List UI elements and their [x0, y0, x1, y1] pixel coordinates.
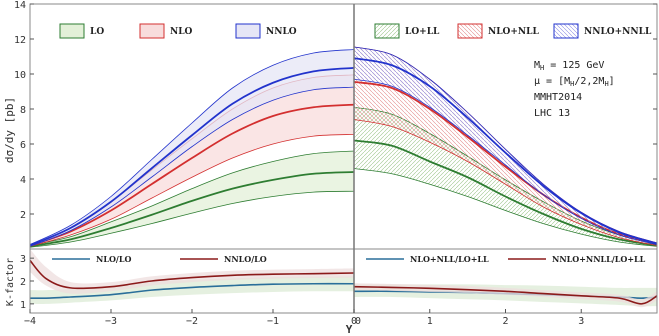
- top-left-central-line-0: [29, 171, 355, 248]
- bottom-right-bands: [353, 283, 658, 308]
- top-y-ticks: 2 4 6 8 10 12 14: [14, 0, 657, 221]
- legend-swatch: [235, 23, 261, 39]
- top-y-tick-label: 4: [20, 175, 26, 186]
- legend-label: NNLO+NNLL/LO+LL: [552, 254, 646, 264]
- x-tick-label-right: 2: [502, 316, 508, 327]
- bottom-y-tick-label: 2: [20, 277, 26, 288]
- top-y-tick-label: 14: [14, 0, 26, 11]
- top-left-central-line-1: [29, 103, 355, 247]
- top-y-tick-label: 12: [14, 35, 26, 46]
- annotation-scale: μ = [MH/2,2MH]: [534, 76, 615, 88]
- x-tick-label-left: 0: [351, 316, 357, 327]
- top-right-central-line-0: [353, 139, 658, 247]
- x-tick-label-right: 3: [578, 316, 584, 327]
- top-right-band-2: [354, 46, 657, 245]
- bottom-left-band-0: [30, 276, 354, 304]
- legend-swatch: [553, 23, 579, 39]
- x-tick-label-left: −1: [267, 316, 279, 327]
- x-tick-label-right: 0: [355, 316, 361, 327]
- top-y-tick-label: 10: [14, 70, 26, 81]
- annotations: MH = 125 GeV μ = [MH/2,2MH] MMHT2014 LHC…: [534, 60, 615, 119]
- top-left-central-line-2: [29, 66, 355, 247]
- legend-label: NNLO: [266, 27, 297, 37]
- x-tick-label-left: −3: [105, 316, 117, 327]
- top-left-lower-line-1: [29, 133, 355, 247]
- legend-swatch: [139, 23, 165, 39]
- top-y-tick-label: 6: [20, 140, 26, 151]
- top-right-lower-line-1: [353, 119, 658, 246]
- legend-label: NNLO/LO: [224, 254, 267, 264]
- legend-label: NLO+NLL/LO+LL: [410, 254, 489, 264]
- bottom-left-central-line-1: [29, 259, 355, 290]
- annotation-pdf: MMHT2014: [534, 92, 582, 103]
- top-left-band-0: [30, 151, 354, 248]
- bottom-y-tick-label: 3: [20, 254, 26, 265]
- bottom-y-axis-label: K-factor: [5, 258, 16, 306]
- top-left-lower-line-2: [29, 86, 355, 247]
- legend-swatch: [374, 23, 400, 39]
- x-tick-label-left: −4: [24, 316, 36, 327]
- bottom-left-central-line-0: [29, 282, 355, 300]
- top-y-tick-label: 2: [20, 210, 26, 221]
- top-y-axis-label: dσ/dy [pb]: [3, 97, 16, 163]
- legend-bottom-right: NLO+NLL/LO+LL NNLO+NNLL/LO+LL: [366, 254, 646, 264]
- top-right-lower-line-2: [353, 78, 658, 246]
- annotation-collider: LHC 13: [534, 108, 570, 119]
- legend-swatch: [59, 23, 85, 39]
- top-right-bands: [353, 46, 658, 247]
- top-left-band-2: [30, 49, 354, 247]
- annotation-mass: MH = 125 GeV: [534, 60, 604, 72]
- legend-label: NNLO+NNLL: [584, 27, 652, 37]
- top-right-central-line-2: [353, 57, 658, 245]
- legend-label: LO: [90, 27, 104, 37]
- top-left-upper-line-0: [29, 150, 355, 246]
- top-left-lower-line-0: [29, 190, 355, 248]
- x-ticks: −4 −3 −2 −1 00 1 2 3: [24, 309, 584, 327]
- legend-top-left: LO NLO NNLO: [59, 23, 297, 39]
- x-tick-label-left: −2: [186, 316, 198, 327]
- top-left-bands: [29, 49, 355, 248]
- bottom-y-tick-label: 1: [20, 300, 26, 311]
- top-y-tick-label: 8: [20, 105, 26, 116]
- bottom-left-band-1: [30, 249, 354, 294]
- legend-label: NLO/LO: [96, 254, 131, 264]
- legend-label: NLO+NLL: [488, 27, 539, 37]
- bottom-left-bands: [29, 249, 355, 304]
- legend-bottom-left: NLO/LO NNLO/LO: [52, 254, 267, 264]
- bottom-right-band-1: [354, 283, 657, 308]
- legend-label: NLO: [170, 27, 193, 37]
- top-left-upper-line-2: [29, 49, 355, 245]
- bottom-right-central-line-1: [353, 285, 658, 305]
- legend-swatch: [457, 23, 483, 39]
- x-tick-label-right: 1: [427, 316, 433, 327]
- x-axis-label: Y: [346, 323, 353, 336]
- legend-top-right: LO+LL NLO+NLL NNLO+NNLL: [374, 23, 652, 39]
- top-right-lower-line-0: [353, 168, 658, 247]
- bottom-y-ticks: 1 2 3: [20, 254, 34, 311]
- legend-label: LO+LL: [405, 27, 440, 37]
